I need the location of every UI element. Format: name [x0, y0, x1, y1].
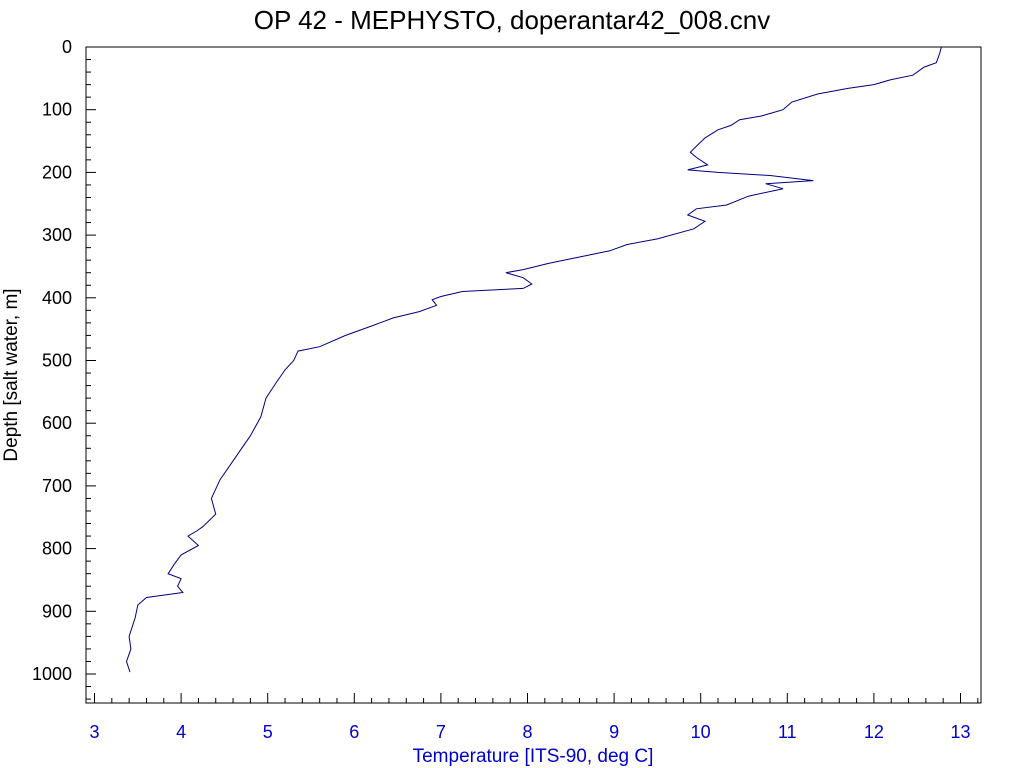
- y-axis: 0 100 200 300 400 500 600 700 800 900 1000: [32, 37, 96, 700]
- y-tick-label: 800: [42, 539, 72, 559]
- y-axis-label: Depth [salt water, m]: [1, 288, 22, 461]
- plot-frame: [85, 46, 982, 704]
- y-tick-label: 500: [42, 351, 72, 371]
- chart-title: OP 42 - MEPHYSTO, doperantar42_008.cnv: [254, 5, 770, 35]
- x-tick-label: 11: [778, 722, 797, 742]
- temperature-profile-line: [125, 46, 942, 673]
- x-tick-label: 12: [864, 722, 884, 742]
- y-tick-label: 300: [42, 225, 72, 245]
- x-tick-label: 8: [522, 722, 532, 742]
- x-axis: 3 4 5 6 7 8 9 10 11 12 13: [89, 693, 979, 742]
- y-tick-label: 100: [42, 100, 72, 120]
- x-tick-label: 13: [950, 722, 970, 742]
- x-tick-label: 5: [263, 722, 273, 742]
- x-tick-label: 9: [609, 722, 619, 742]
- x-axis-label: Temperature [ITS-90, deg C]: [413, 746, 654, 767]
- x-tick-label: 4: [176, 722, 186, 742]
- y-tick-label: 700: [42, 476, 72, 496]
- x-tick-label: 6: [349, 722, 359, 742]
- x-tick-label: 7: [436, 722, 446, 742]
- y-tick-label: 900: [42, 601, 72, 621]
- x-tick-label: 10: [691, 722, 711, 742]
- y-tick-label: 200: [42, 162, 72, 182]
- y-tick-label: 0: [62, 37, 72, 57]
- y-tick-label: 600: [42, 413, 72, 433]
- x-tick-label: 3: [89, 722, 99, 742]
- y-tick-label: 1000: [32, 664, 72, 684]
- y-tick-label: 400: [42, 288, 72, 308]
